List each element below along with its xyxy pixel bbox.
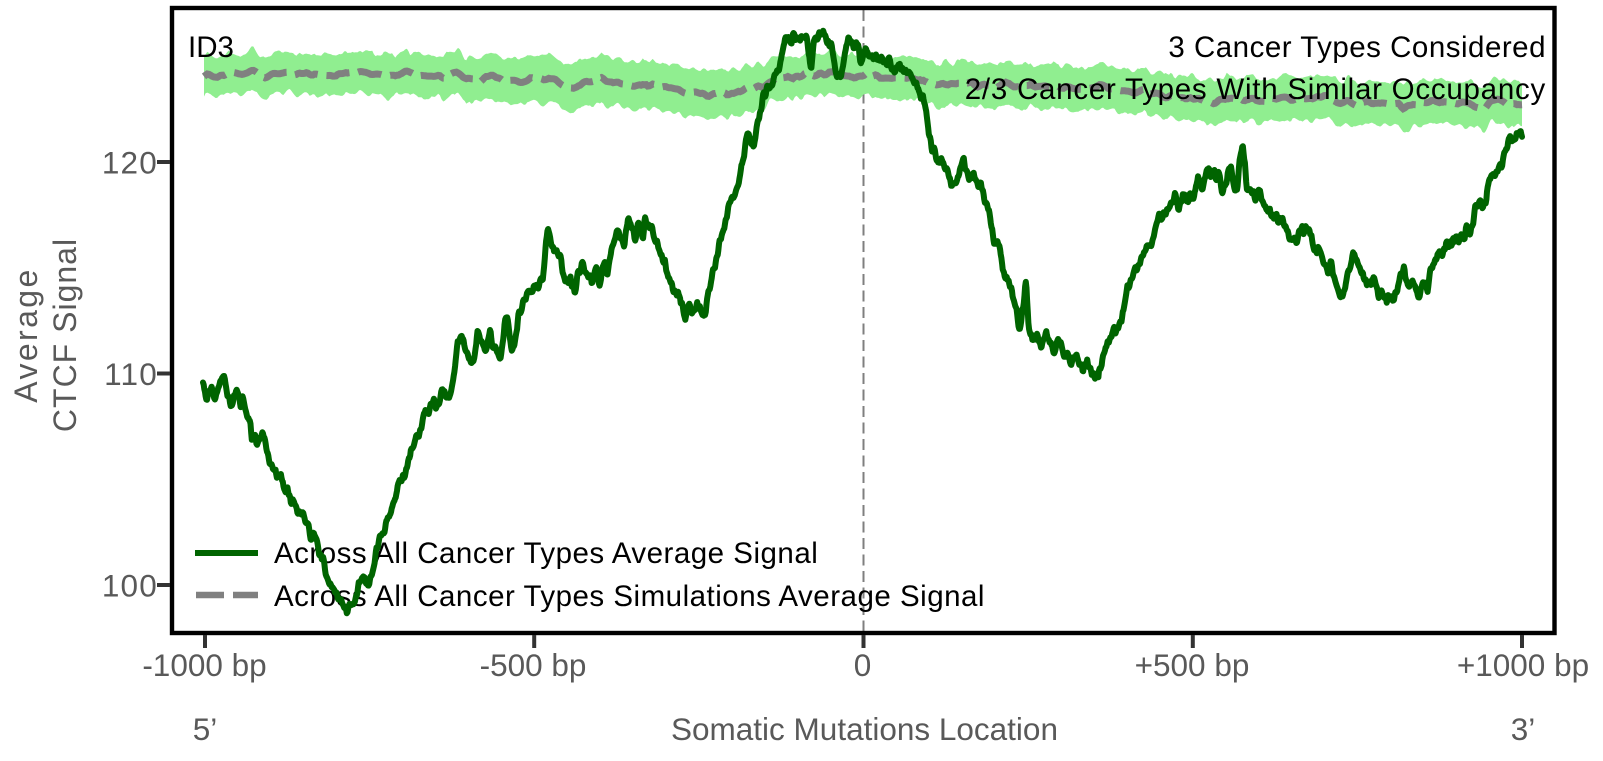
svg-text:+1000 bp: +1000 bp <box>1457 647 1589 683</box>
svg-text:120: 120 <box>102 145 158 181</box>
svg-text:CTCF Signal: CTCF Signal <box>47 238 83 432</box>
svg-text:Across All Cancer Types Simula: Across All Cancer Types Simulations Aver… <box>274 580 985 613</box>
svg-text:3’: 3’ <box>1511 711 1536 747</box>
svg-text:-500 bp: -500 bp <box>480 647 587 683</box>
svg-text:ID3: ID3 <box>188 31 234 64</box>
svg-text:+500 bp: +500 bp <box>1135 647 1250 683</box>
svg-text:Across All Cancer Types Averag: Across All Cancer Types Average Signal <box>274 537 818 570</box>
svg-text:0: 0 <box>854 647 872 683</box>
svg-text:Average: Average <box>8 267 44 402</box>
svg-text:5’: 5’ <box>193 711 218 747</box>
svg-text:-1000 bp: -1000 bp <box>142 647 266 683</box>
svg-text:110: 110 <box>104 356 158 392</box>
svg-text:2/3 Cancer Types With Similar: 2/3 Cancer Types With Similar Occupancy <box>965 73 1546 106</box>
svg-text:Somatic Mutations Location: Somatic Mutations Location <box>671 711 1058 747</box>
svg-text:100: 100 <box>102 568 158 604</box>
svg-text:3 Cancer Types Considered: 3 Cancer Types Considered <box>1168 31 1546 64</box>
